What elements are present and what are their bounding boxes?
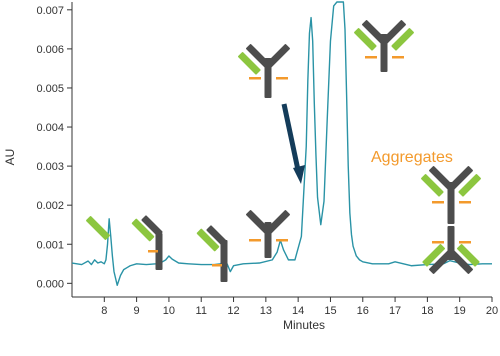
- chromatogram-trace: [72, 1, 492, 286]
- y-tick-label: 0.006: [36, 44, 64, 56]
- light-chain-fragment-icon: [86, 216, 110, 240]
- half-fragment-icon: [131, 215, 163, 270]
- x-tick-label: 19: [454, 305, 466, 317]
- x-tick-label: 12: [227, 305, 239, 317]
- x-tick-label: 14: [292, 305, 304, 317]
- x-axis-title: Minutes: [283, 318, 325, 332]
- y-tick-label: 0.000: [36, 278, 64, 290]
- x-tick-label: 11: [196, 305, 207, 317]
- aggregate-dimer-icon: [421, 166, 481, 274]
- aggregates-annotation: Aggregates: [371, 149, 453, 166]
- x-tick-label: 9: [134, 305, 140, 317]
- x-tick-label: 17: [389, 305, 401, 317]
- y-axis-title: AU: [3, 149, 17, 166]
- y-tick-label: 0.003: [36, 161, 64, 173]
- antibody-fragment-icon: [246, 210, 290, 258]
- half-antibody-icon: [196, 225, 228, 282]
- y-tick-label: 0.002: [36, 200, 64, 212]
- y-tick-label: 0.005: [36, 83, 64, 95]
- x-tick-label: 8: [101, 305, 107, 317]
- monomer-antibody-icon: [354, 20, 414, 72]
- y-tick-label: 0.007: [36, 5, 64, 17]
- x-tick-label: 20: [486, 305, 498, 317]
- x-tick-label: 15: [324, 305, 336, 317]
- y-tick-label: 0.001: [36, 239, 64, 251]
- arrow-icon: [281, 103, 305, 184]
- x-tick-label: 13: [260, 305, 272, 317]
- y-tick-label: 0.004: [36, 122, 64, 134]
- x-tick-label: 18: [421, 305, 433, 317]
- monomer-minus-light-chain-icon: [238, 44, 290, 98]
- x-tick-label: 10: [163, 305, 175, 317]
- x-tick-label: 16: [357, 305, 369, 317]
